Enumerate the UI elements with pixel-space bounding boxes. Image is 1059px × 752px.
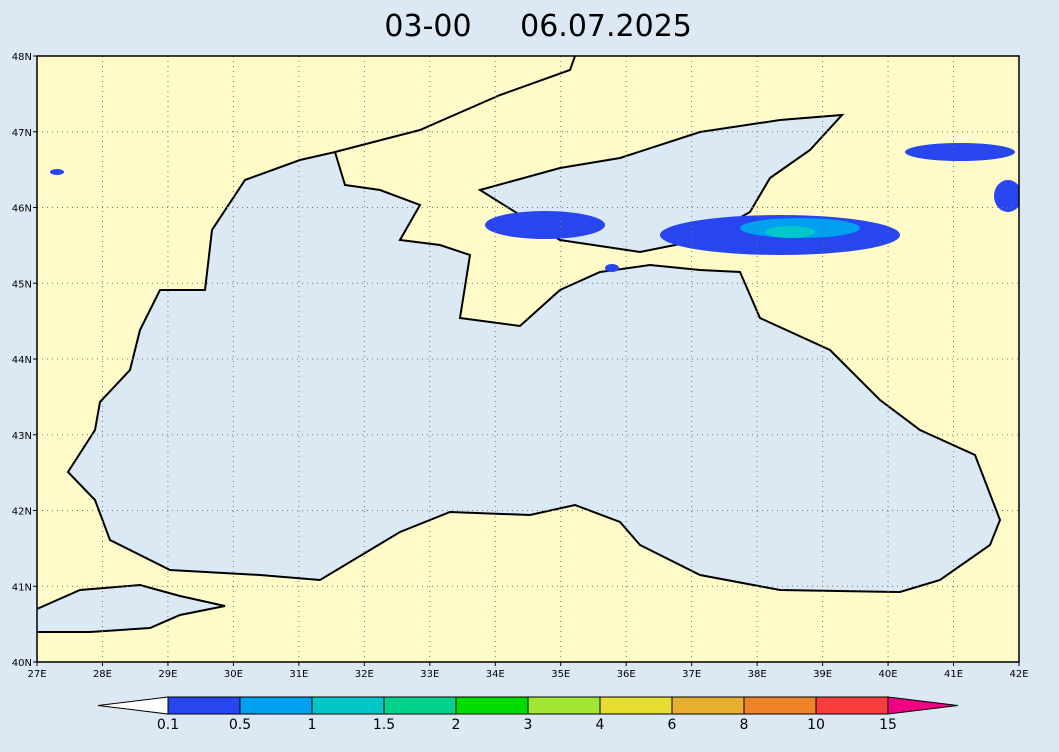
precip-area — [765, 226, 815, 238]
map-area — [37, 56, 1019, 662]
colorbar-arrow — [97, 696, 169, 715]
lon-label: 42E — [1009, 669, 1028, 680]
colorbar-box — [599, 696, 673, 715]
lon-label: 29E — [158, 669, 177, 680]
colorbar-label: 15 — [879, 717, 897, 733]
lon-label: 37E — [682, 669, 701, 680]
lat-label: 45N — [12, 279, 32, 290]
graticule — [37, 56, 1019, 662]
colorbar-label: 2 — [452, 717, 461, 733]
precip-area — [50, 169, 64, 175]
colorbar-box — [239, 696, 313, 715]
lat-label: 40N — [12, 658, 32, 669]
lon-label: 36E — [617, 669, 636, 680]
black-sea — [66, 150, 1002, 594]
lon-label: 33E — [420, 669, 439, 680]
sea-of-marmara — [37, 583, 226, 633]
colorbar-box — [311, 696, 385, 715]
precip-area — [994, 180, 1019, 212]
colorbar-label: 0.5 — [229, 717, 251, 733]
colorbar-box — [527, 696, 601, 715]
colorbar-label: 6 — [668, 717, 677, 733]
colorbar-box — [167, 696, 241, 715]
title-time: 03-00 — [384, 9, 471, 44]
lon-label: 32E — [355, 669, 374, 680]
colorbar-box — [383, 696, 457, 715]
lat-label: 43N — [12, 431, 32, 442]
lat-label: 44N — [12, 355, 32, 366]
lat-label: 47N — [12, 128, 32, 139]
lon-label: 34E — [486, 669, 505, 680]
colorbar-label: 0.1 — [157, 717, 179, 733]
lon-label: 27E — [27, 669, 46, 680]
colorbar-box — [455, 696, 529, 715]
precip-area — [605, 264, 619, 272]
lon-label: 39E — [813, 669, 832, 680]
colorbar-label: 8 — [740, 717, 749, 733]
coast-north — [334, 56, 576, 153]
colorbar-label: 3 — [524, 717, 533, 733]
colorbar-box — [815, 696, 889, 715]
colorbar: 0.1 0.5 1 1.5 2 3 4 6 8 10 15 — [97, 696, 959, 733]
colorbar-box — [743, 696, 817, 715]
lon-label: 41E — [944, 669, 963, 680]
lon-label: 38E — [748, 669, 767, 680]
precipitation — [50, 143, 1019, 272]
lon-label: 30E — [224, 669, 243, 680]
lat-label: 42N — [12, 507, 32, 518]
colorbar-label: 10 — [807, 717, 825, 733]
colorbar-label: 1 — [308, 717, 317, 733]
lon-label: 28E — [93, 669, 112, 680]
lon-label: 40E — [879, 669, 898, 680]
lat-label: 41N — [12, 582, 32, 593]
colorbar-label: 1.5 — [373, 717, 395, 733]
lat-label: 48N — [12, 52, 32, 63]
colorbar-box — [671, 696, 745, 715]
precip-area — [905, 143, 1015, 161]
lat-label: 46N — [12, 204, 32, 215]
axes: 40N 41N 42N 43N 44N 45N 46N 47N 48N 27E 28E 29E 30E 3… — [12, 52, 1029, 680]
lon-label: 35E — [551, 669, 570, 680]
colorbar-label: 4 — [596, 717, 605, 733]
precip-area — [485, 211, 605, 239]
colorbar-arrow — [887, 696, 959, 715]
lon-label: 31E — [289, 669, 308, 680]
title-date: 06.07.2025 — [520, 9, 692, 44]
